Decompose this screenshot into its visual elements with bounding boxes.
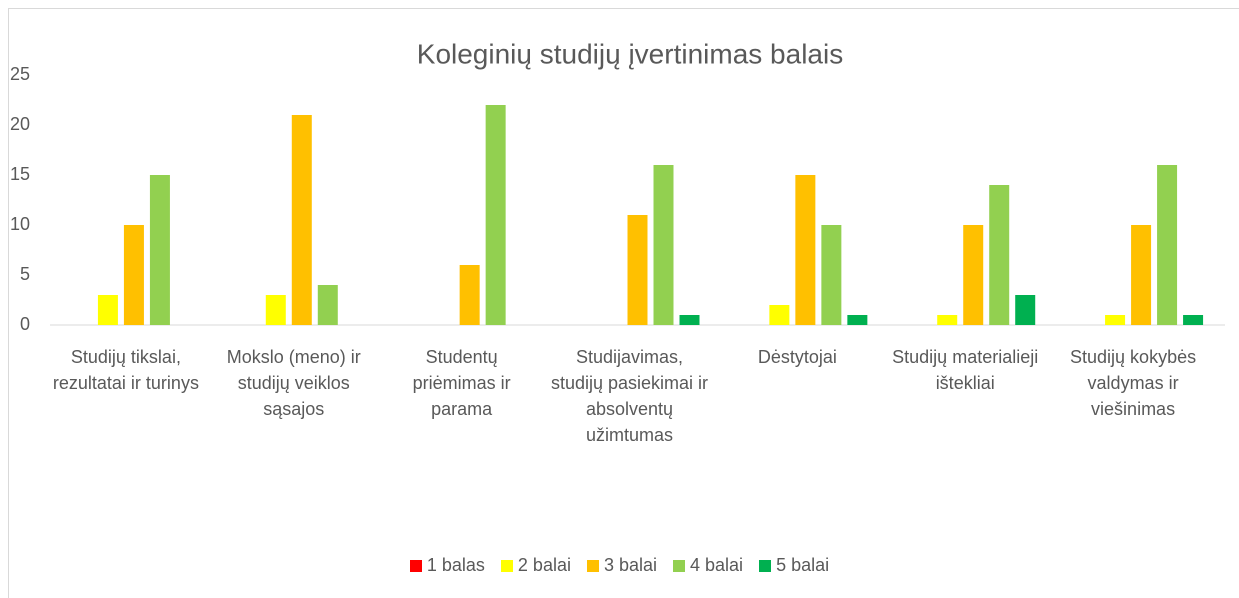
bar — [123, 225, 144, 325]
bar — [317, 285, 338, 325]
bar — [821, 225, 842, 325]
x-tick-label: Studijų materialieji ištekliai — [892, 347, 1039, 393]
legend-swatch — [673, 559, 686, 572]
chart-frame — [8, 8, 1239, 598]
legend: 1 balas 2 balai 3 balai 4 balai 5 balai — [0, 555, 1239, 576]
y-tick-label: 20 — [10, 114, 30, 134]
legend-item: 3 balai — [586, 555, 658, 576]
legend-label: 1 balas — [426, 555, 485, 575]
chart-title: Koleginių studijų įvertinimas balais — [417, 38, 843, 69]
bar — [1105, 315, 1126, 325]
legend-swatch — [500, 559, 513, 572]
y-tick-label: 5 — [20, 264, 30, 284]
y-tick-label: 0 — [20, 314, 30, 334]
bar — [847, 315, 868, 325]
legend-swatch — [409, 559, 422, 572]
legend-item: 2 balai — [500, 555, 571, 576]
bar — [1131, 225, 1152, 325]
bar — [653, 165, 674, 325]
bar — [291, 115, 312, 325]
x-tick-label: Studijų tikslai, rezultatai ir turinys — [52, 347, 199, 393]
legend-label: 3 balai — [603, 555, 658, 575]
bar — [459, 265, 480, 325]
bar — [485, 105, 506, 325]
x-tick-label: Studijavimas, studijų pasiekimai ir abso… — [550, 347, 709, 445]
x-tick-label: Studentų priėmimas ir parama — [412, 347, 511, 419]
bar — [937, 315, 958, 325]
bar — [97, 295, 118, 325]
legend-label: 4 balai — [690, 555, 744, 575]
y-tick-label: 25 — [10, 64, 30, 84]
x-tick-label: Studijų kokybės valdymas ir viešinimas — [1070, 347, 1197, 419]
bar — [265, 295, 286, 325]
bar — [769, 305, 790, 325]
bar — [1157, 165, 1178, 325]
y-tick-label: 10 — [10, 214, 30, 234]
bar — [1183, 315, 1204, 325]
x-tick-label: Dėstytojai — [757, 347, 837, 367]
bar — [963, 225, 984, 325]
legend-label: 2 balai — [517, 555, 571, 575]
bar — [795, 175, 816, 325]
bar — [1015, 295, 1036, 325]
bar — [149, 175, 170, 325]
bar — [989, 185, 1010, 325]
legend-item: 5 balai — [759, 555, 829, 576]
legend-item: 4 balai — [673, 555, 743, 576]
y-tick-label: 15 — [10, 164, 30, 184]
bar — [679, 315, 700, 325]
legend-swatch — [759, 559, 772, 572]
x-tick-label: Mokslo (meno) ir studijų veiklos sąsajos — [226, 347, 361, 419]
legend-label: 5 balai — [776, 555, 830, 575]
legend-item: 1 balas — [409, 555, 485, 576]
bar — [627, 215, 648, 325]
legend-swatch — [586, 559, 599, 572]
